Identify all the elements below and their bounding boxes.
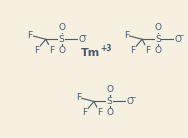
Text: S: S [107,97,113,106]
Text: F: F [97,108,102,117]
Text: S: S [155,35,161,44]
Text: F: F [76,93,81,102]
Text: S: S [59,35,64,44]
Text: O: O [175,35,182,44]
Text: O: O [126,97,133,106]
Text: O: O [78,35,85,44]
Text: O: O [58,46,65,55]
Text: Tm: Tm [81,48,100,58]
Text: +3: +3 [100,44,112,53]
Text: O: O [106,85,113,94]
Text: −: − [177,31,183,40]
Text: F: F [34,46,39,55]
Text: O: O [106,108,113,117]
Text: −: − [129,94,135,103]
Text: F: F [145,46,150,55]
Text: F: F [49,46,54,55]
Text: −: − [81,31,87,40]
Text: F: F [130,46,136,55]
Text: F: F [27,31,33,40]
Text: O: O [58,23,65,32]
Text: O: O [154,46,161,55]
Text: F: F [124,31,129,40]
Text: O: O [154,23,161,32]
Text: F: F [82,108,87,117]
